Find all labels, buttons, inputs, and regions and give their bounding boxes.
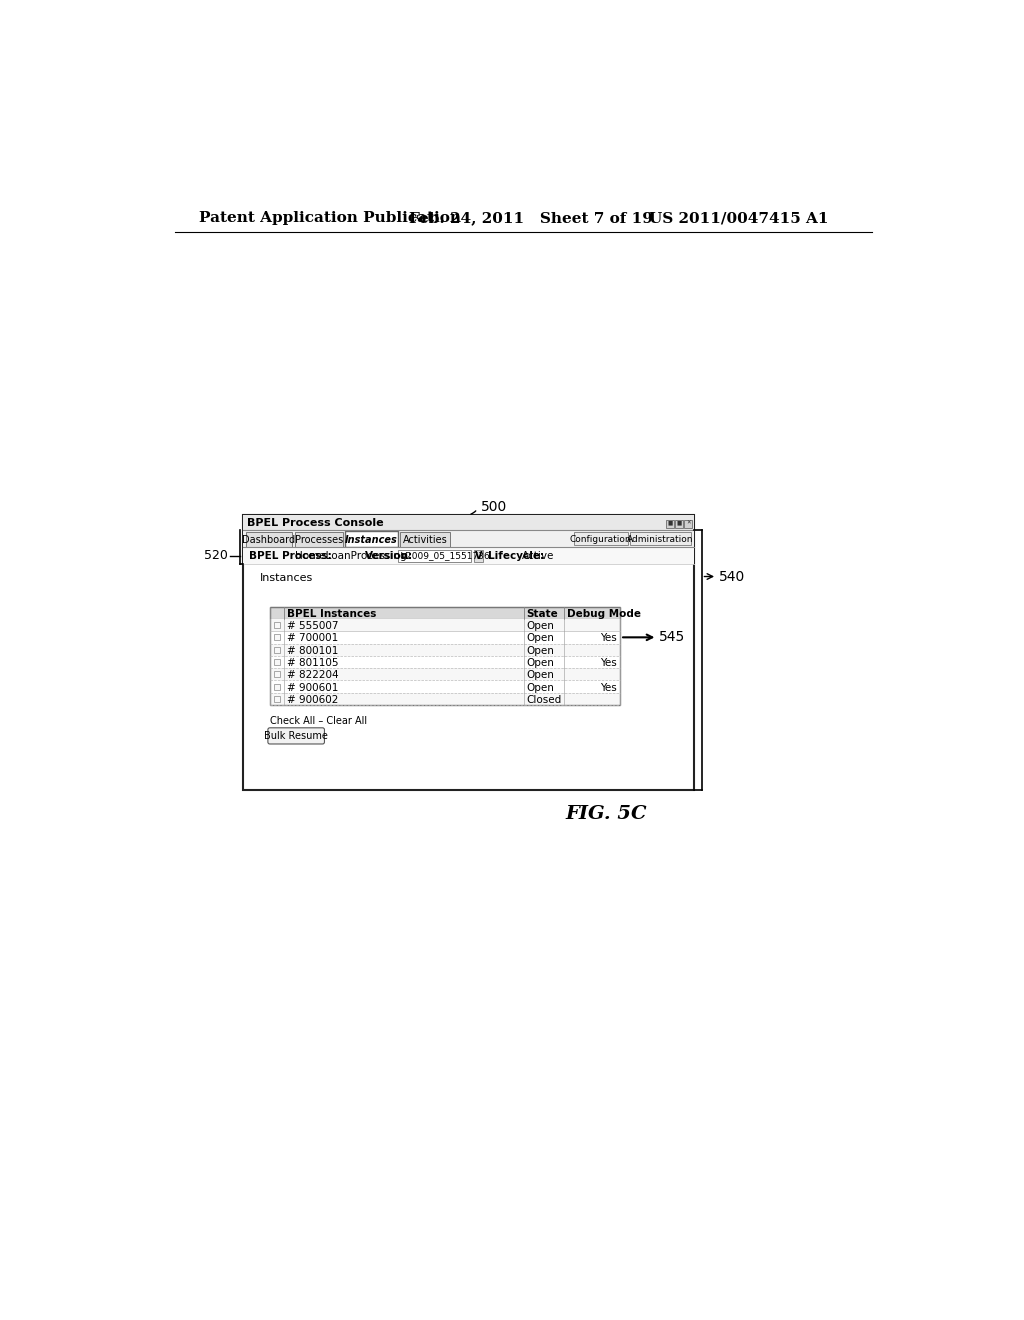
Text: Instances: Instances (260, 573, 313, 583)
Text: Version:: Version: (366, 550, 414, 561)
Text: 540: 540 (719, 569, 744, 583)
Bar (243, 515, 693, 531)
Bar (273, 659, 280, 665)
Text: Activities: Activities (402, 535, 447, 545)
Bar (273, 672, 280, 677)
Bar (270, 644, 621, 656)
Bar (295, 532, 343, 548)
Text: HomeLoanProcessing: HomeLoanProcessing (295, 550, 407, 561)
Text: # 900602: # 900602 (287, 696, 338, 705)
Bar (666, 520, 674, 528)
Text: Yes: Yes (600, 659, 617, 668)
Bar (273, 622, 280, 628)
Text: # 822204: # 822204 (287, 671, 339, 680)
Bar (675, 520, 683, 528)
Text: Processes: Processes (295, 535, 343, 545)
Text: Check All – Clear All: Check All – Clear All (270, 715, 367, 726)
Bar (270, 607, 621, 619)
Text: 520: 520 (204, 549, 228, 562)
Bar (270, 619, 621, 631)
Text: # 800101: # 800101 (287, 645, 338, 656)
Text: BPEL Process Console: BPEL Process Console (248, 517, 384, 528)
Bar (573, 532, 628, 545)
Text: BPEL Process:: BPEL Process: (249, 550, 332, 561)
Text: Debug Mode: Debug Mode (566, 609, 641, 619)
Bar (474, 549, 483, 562)
Bar (270, 656, 621, 668)
Bar (273, 696, 280, 702)
Text: US 2011/0047415 A1: US 2011/0047415 A1 (649, 211, 828, 226)
Bar (246, 532, 292, 548)
Bar (397, 549, 471, 562)
Bar (273, 684, 280, 689)
Text: 500: 500 (481, 499, 508, 513)
Bar (270, 607, 621, 705)
Text: BPEL Instances: BPEL Instances (287, 609, 376, 619)
Text: Open: Open (526, 634, 554, 643)
Text: Active: Active (521, 550, 554, 561)
Text: Open: Open (526, 645, 554, 656)
Bar (630, 532, 690, 545)
Text: Open: Open (526, 671, 554, 680)
Text: Feb. 24, 2011   Sheet 7 of 19: Feb. 24, 2011 Sheet 7 of 19 (409, 211, 652, 226)
Text: Yes: Yes (600, 682, 617, 693)
Text: Configuration: Configuration (570, 535, 632, 544)
Text: Instances: Instances (345, 535, 397, 545)
FancyBboxPatch shape (268, 727, 325, 744)
Bar (345, 531, 397, 548)
Text: Open: Open (526, 622, 554, 631)
Text: V: V (474, 550, 482, 561)
Text: FIG. 5C: FIG. 5C (566, 805, 647, 824)
Text: Open: Open (526, 659, 554, 668)
Bar (243, 515, 693, 789)
Text: ■: ■ (667, 521, 673, 525)
Text: Administration: Administration (627, 535, 693, 544)
Bar (400, 532, 451, 548)
Bar (270, 631, 621, 644)
Text: Open: Open (526, 682, 554, 693)
Bar (270, 693, 621, 705)
Text: Lifecycle:: Lifecycle: (487, 550, 544, 561)
Bar (684, 520, 692, 528)
Text: # 700001: # 700001 (287, 634, 338, 643)
Bar (243, 548, 693, 564)
Text: # 900601: # 900601 (287, 682, 338, 693)
Text: State: State (526, 609, 558, 619)
Text: 545: 545 (658, 631, 685, 644)
Text: V2009_05_1551736: V2009_05_1551736 (400, 552, 490, 560)
Text: Patent Application Publication: Patent Application Publication (200, 211, 461, 226)
Text: Bulk Resume: Bulk Resume (264, 731, 328, 741)
Text: Dashboard: Dashboard (243, 535, 296, 545)
Text: # 801105: # 801105 (287, 659, 338, 668)
Bar (273, 647, 280, 653)
Bar (270, 681, 621, 693)
Text: Closed: Closed (526, 696, 561, 705)
Text: # 555007: # 555007 (287, 622, 338, 631)
Text: Yes: Yes (600, 634, 617, 643)
Text: ✕: ✕ (686, 521, 690, 525)
Bar (270, 668, 621, 681)
Bar (273, 635, 280, 640)
Bar (243, 531, 693, 548)
Text: ■: ■ (677, 521, 682, 525)
